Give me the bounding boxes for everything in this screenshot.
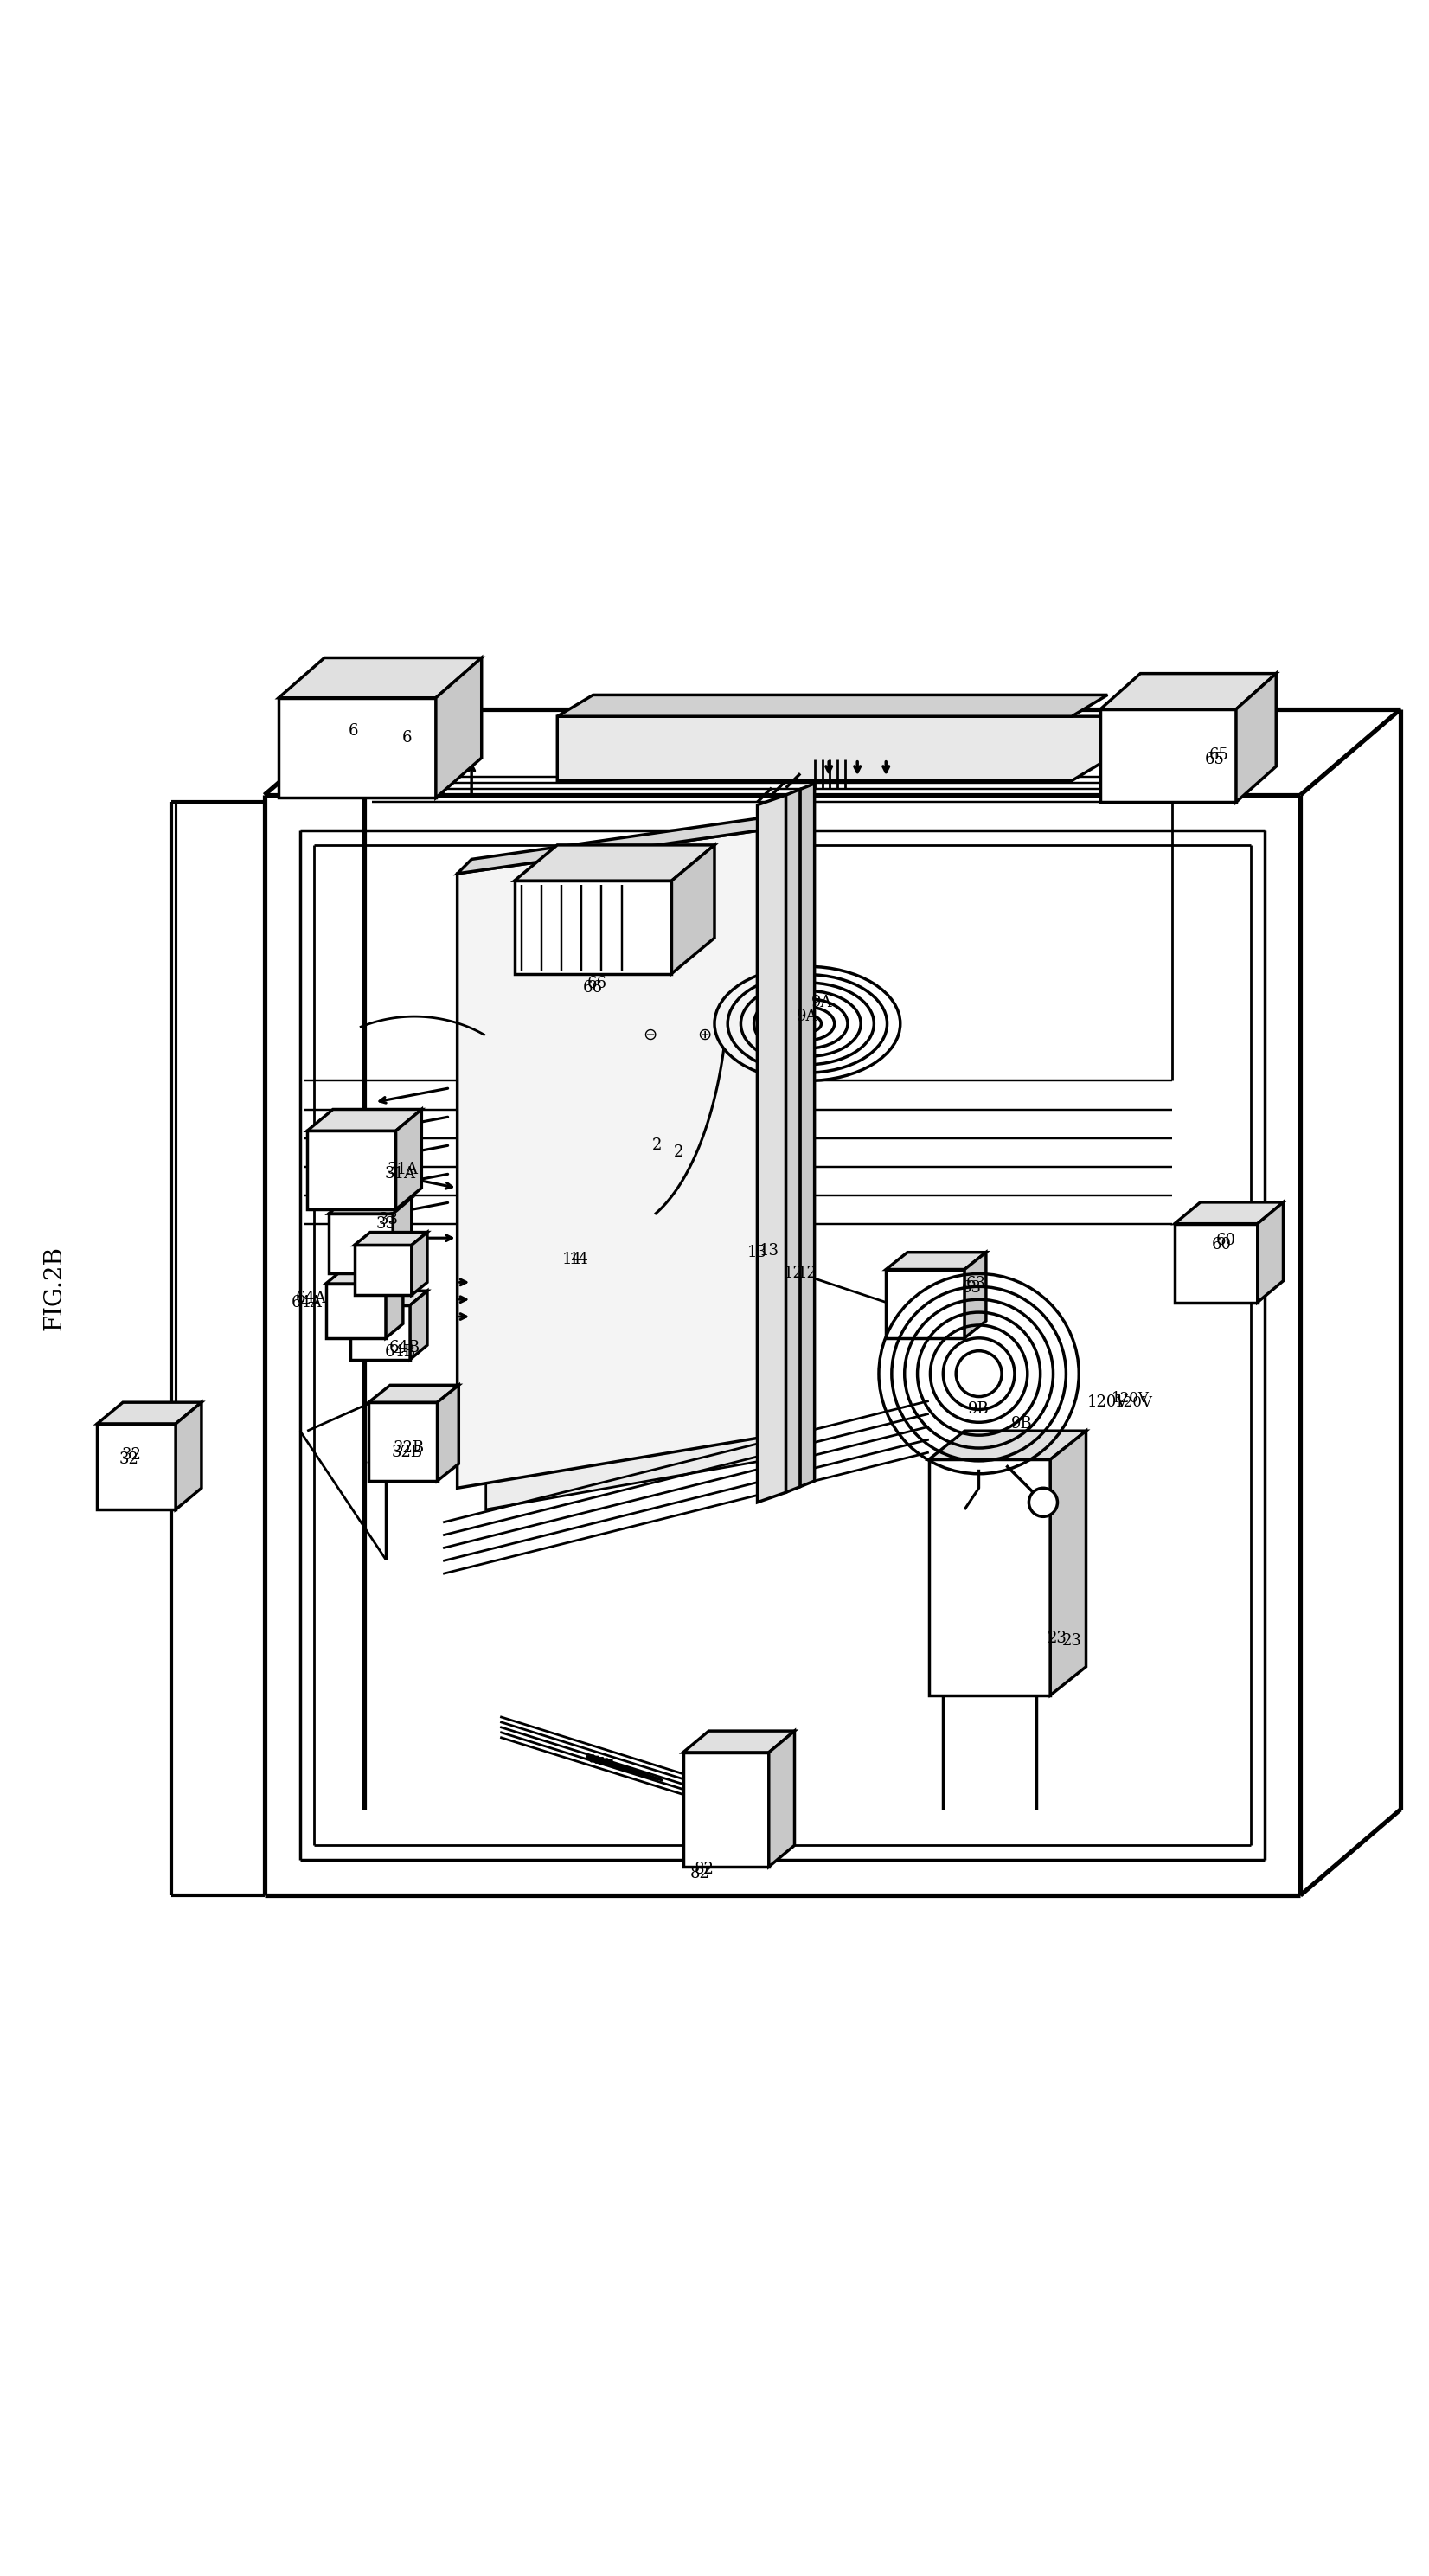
Text: 32B: 32B bbox=[393, 1440, 424, 1455]
Polygon shape bbox=[329, 1198, 412, 1213]
Polygon shape bbox=[683, 1752, 769, 1868]
Polygon shape bbox=[1258, 1203, 1283, 1303]
Text: 14: 14 bbox=[562, 1252, 582, 1267]
Text: 32B: 32B bbox=[392, 1445, 423, 1461]
Polygon shape bbox=[557, 716, 1107, 781]
Text: 32: 32 bbox=[119, 1453, 139, 1468]
Polygon shape bbox=[929, 1430, 1086, 1461]
Text: 6: 6 bbox=[349, 724, 357, 739]
Text: 65: 65 bbox=[1205, 752, 1225, 768]
Text: FIG.2B: FIG.2B bbox=[43, 1247, 66, 1329]
Polygon shape bbox=[350, 1291, 427, 1306]
Text: 32: 32 bbox=[121, 1448, 141, 1463]
Polygon shape bbox=[354, 1244, 412, 1296]
Text: 82: 82 bbox=[694, 1862, 714, 1878]
Polygon shape bbox=[965, 1252, 986, 1337]
Polygon shape bbox=[354, 1231, 427, 1244]
Text: 13: 13 bbox=[759, 1244, 779, 1260]
Text: 2: 2 bbox=[674, 1144, 683, 1159]
Polygon shape bbox=[886, 1270, 965, 1337]
Polygon shape bbox=[683, 1731, 795, 1752]
Polygon shape bbox=[369, 1401, 437, 1481]
Circle shape bbox=[1029, 1489, 1057, 1517]
Polygon shape bbox=[1100, 672, 1276, 708]
Polygon shape bbox=[326, 1270, 403, 1283]
Text: 64A: 64A bbox=[292, 1296, 323, 1311]
Polygon shape bbox=[1100, 708, 1236, 801]
Text: 60: 60 bbox=[1212, 1236, 1232, 1252]
Polygon shape bbox=[800, 783, 815, 1486]
Polygon shape bbox=[1175, 1224, 1258, 1303]
Polygon shape bbox=[176, 1401, 201, 1510]
Polygon shape bbox=[514, 881, 672, 974]
Text: $\ominus$: $\ominus$ bbox=[643, 1028, 657, 1043]
Text: 64B: 64B bbox=[384, 1345, 416, 1360]
Text: 64A: 64A bbox=[296, 1291, 327, 1306]
Text: 9A: 9A bbox=[812, 994, 832, 1010]
Text: 63: 63 bbox=[966, 1275, 986, 1291]
Polygon shape bbox=[1175, 1203, 1283, 1224]
Text: 12: 12 bbox=[797, 1265, 817, 1280]
Polygon shape bbox=[393, 1198, 412, 1273]
Polygon shape bbox=[307, 1131, 396, 1208]
Polygon shape bbox=[386, 1270, 403, 1337]
Polygon shape bbox=[410, 1291, 427, 1360]
Text: 9A: 9A bbox=[797, 1010, 817, 1025]
Text: 64B: 64B bbox=[389, 1340, 420, 1355]
Text: 33: 33 bbox=[376, 1216, 396, 1231]
Text: 31A: 31A bbox=[384, 1167, 416, 1182]
Text: 63: 63 bbox=[962, 1280, 982, 1296]
Polygon shape bbox=[97, 1425, 176, 1510]
Text: 6: 6 bbox=[403, 729, 412, 744]
Text: 120V: 120V bbox=[1112, 1391, 1150, 1406]
Polygon shape bbox=[457, 817, 772, 873]
Text: 31A: 31A bbox=[387, 1162, 419, 1177]
Polygon shape bbox=[437, 1386, 459, 1481]
Text: 12: 12 bbox=[783, 1265, 803, 1280]
Polygon shape bbox=[307, 1110, 422, 1131]
Polygon shape bbox=[457, 829, 757, 1489]
Text: 66: 66 bbox=[587, 976, 607, 992]
Polygon shape bbox=[436, 657, 482, 799]
Polygon shape bbox=[396, 1110, 422, 1208]
Text: 33: 33 bbox=[379, 1211, 399, 1226]
Text: 23: 23 bbox=[1062, 1633, 1082, 1649]
Polygon shape bbox=[886, 1252, 986, 1270]
Polygon shape bbox=[279, 698, 436, 799]
Polygon shape bbox=[557, 696, 1107, 716]
Text: 60: 60 bbox=[1216, 1234, 1236, 1249]
Text: 23: 23 bbox=[1047, 1631, 1067, 1646]
Polygon shape bbox=[326, 1283, 386, 1337]
Text: 14: 14 bbox=[569, 1252, 589, 1267]
Polygon shape bbox=[672, 845, 714, 974]
Polygon shape bbox=[329, 1213, 393, 1273]
Polygon shape bbox=[786, 788, 800, 1492]
Text: 9B: 9B bbox=[1012, 1417, 1032, 1432]
Polygon shape bbox=[514, 845, 714, 881]
Polygon shape bbox=[486, 845, 786, 1510]
Polygon shape bbox=[769, 1731, 795, 1868]
Polygon shape bbox=[412, 1231, 427, 1296]
Text: 120V: 120V bbox=[1087, 1394, 1127, 1409]
Polygon shape bbox=[97, 1401, 201, 1425]
Polygon shape bbox=[1236, 672, 1276, 801]
Polygon shape bbox=[929, 1461, 1050, 1695]
Text: 66: 66 bbox=[583, 979, 603, 997]
Polygon shape bbox=[350, 1306, 410, 1360]
Text: 9B: 9B bbox=[969, 1401, 989, 1417]
Text: 65: 65 bbox=[1209, 747, 1229, 762]
Polygon shape bbox=[369, 1386, 459, 1401]
Text: $\oplus$: $\oplus$ bbox=[697, 1028, 712, 1043]
Text: 13: 13 bbox=[747, 1244, 767, 1260]
Text: 2: 2 bbox=[653, 1139, 662, 1154]
Polygon shape bbox=[757, 796, 786, 1502]
Text: 82: 82 bbox=[690, 1865, 710, 1880]
Text: 120V: 120V bbox=[1115, 1396, 1153, 1409]
Polygon shape bbox=[279, 657, 482, 698]
Polygon shape bbox=[1050, 1430, 1086, 1695]
